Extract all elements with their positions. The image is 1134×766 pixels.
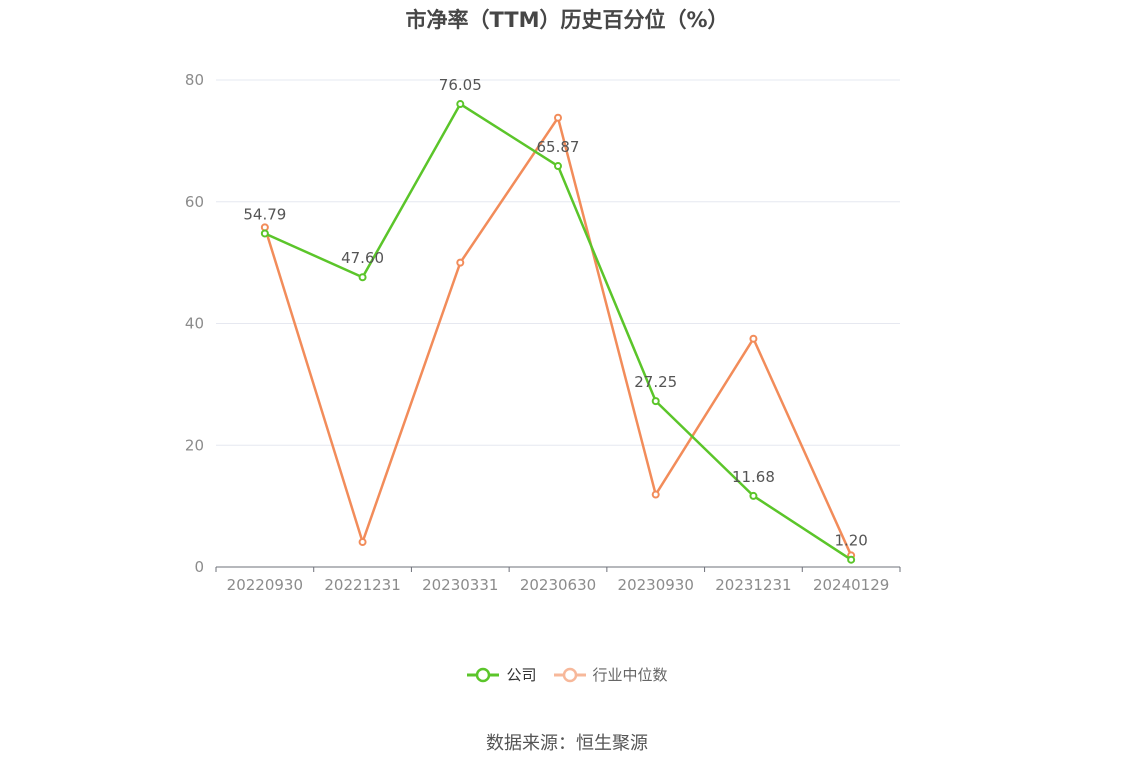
- data-point-company: [749, 491, 758, 500]
- legend-industry-label: 行业中位数: [592, 666, 668, 684]
- data-point-company: [260, 229, 269, 238]
- data-source: 数据来源：恒生聚源: [486, 733, 648, 754]
- x-tick-label: 20230930: [618, 576, 694, 594]
- series: [260, 100, 856, 564]
- x-tick-label: 20221231: [324, 576, 400, 594]
- data-label: 65.87: [537, 138, 580, 156]
- data-label: 76.05: [439, 76, 482, 94]
- chart-title: 市净率（TTM）历史百分位（%）: [405, 8, 729, 32]
- data-point-company: [358, 273, 367, 282]
- data-point-company: [456, 100, 465, 109]
- data-point-industry: [260, 223, 269, 232]
- data-point-company: [847, 555, 856, 564]
- legend-item-industry[interactable]: 行业中位数: [553, 664, 668, 685]
- data-label: 54.79: [243, 205, 286, 223]
- data-point-industry: [651, 490, 660, 499]
- x-tick-label: 20230630: [520, 576, 596, 594]
- y-tick-label: 0: [194, 558, 204, 576]
- axes: 0 20 40 60 80 20220930 20221231 20230331 2023063…: [185, 71, 901, 594]
- x-tick-label: 20230331: [422, 576, 498, 594]
- legend-industry-marker-icon: [553, 667, 586, 682]
- y-tick-label: 20: [185, 436, 204, 454]
- legend-company-label: 公司: [506, 666, 537, 684]
- data-label: 11.68: [732, 468, 775, 486]
- legend: 公司 行业中位数: [0, 664, 1134, 685]
- y-tick-label: 80: [185, 71, 204, 89]
- data-point-industry: [456, 258, 465, 267]
- data-point-industry: [358, 538, 367, 547]
- data-point-company: [554, 162, 562, 171]
- data-label: 47.60: [341, 249, 384, 267]
- data-label: 27.25: [634, 373, 677, 391]
- grid-lines: [216, 79, 900, 446]
- series-line-industry: [263, 116, 853, 556]
- x-tick-label: 20231231: [715, 576, 791, 594]
- x-tick-label: 20220930: [227, 576, 303, 594]
- x-tick-label: 20240129: [813, 576, 889, 594]
- data-labels: 54.79 47.60 76.05 65.87 27.25 11.68 1.20: [243, 76, 867, 550]
- data-point-industry: [554, 113, 562, 122]
- data-point-company: [651, 397, 660, 406]
- legend-item-company[interactable]: 公司: [466, 664, 537, 685]
- y-tick-label: 40: [185, 315, 204, 333]
- data-label: 1.20: [834, 532, 867, 550]
- y-tick-label: 60: [185, 193, 204, 211]
- data-point-industry: [749, 334, 758, 343]
- legend-company-marker-icon: [467, 667, 500, 682]
- series-line-company: [264, 102, 852, 561]
